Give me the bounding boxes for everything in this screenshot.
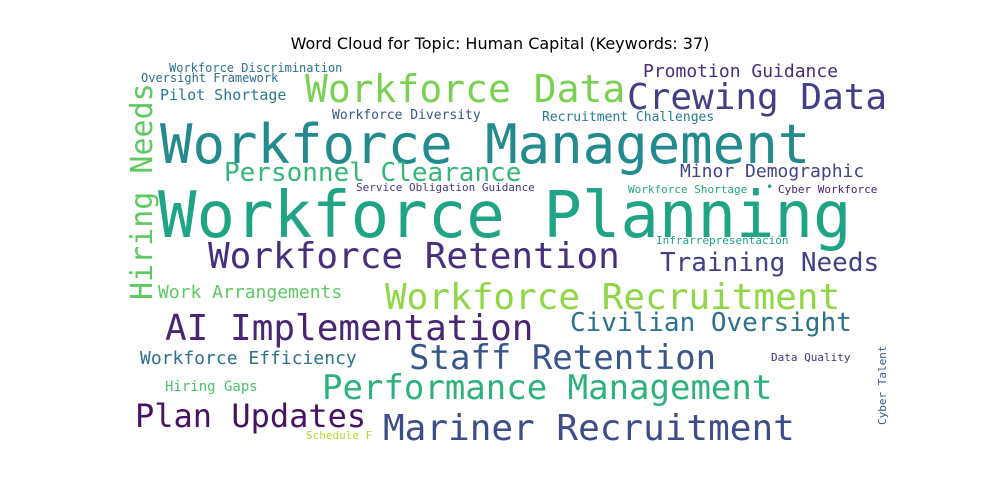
word-recruitment-challenges: Recruitment Challenges	[542, 110, 714, 125]
word-performance-management: Performance Management	[322, 368, 772, 408]
word-training-needs: Training Needs	[660, 248, 879, 278]
word-work-arrangements: Work Arrangements	[158, 282, 342, 303]
word-civilian-oversight: Civilian Oversight	[570, 308, 852, 338]
word-mariner-recruitment: Mariner Recruitment	[383, 408, 795, 449]
word-promotion-guidance: Promotion Guidance	[643, 61, 838, 82]
word-hiring-needs: Hiring Needs	[125, 83, 160, 300]
word-minor-demographic: Minor Demographic	[680, 161, 864, 182]
word-infrarrepresentaci-n: Infrarrepresentación	[656, 234, 788, 247]
word-schedule-f: Schedule F	[306, 429, 372, 442]
word-cyber-talent: Cyber Talent	[876, 346, 889, 425]
word-service-obligation-guidance: Service Obligation Guidance	[356, 181, 535, 194]
word-hiring-gaps: Hiring Gaps	[165, 379, 258, 395]
word-cyber-workforce: Cyber Workforce	[778, 183, 877, 196]
word-pilot-shortage: Pilot Shortage	[160, 86, 286, 104]
word-workforce-data: Workforce Data	[305, 67, 625, 111]
word-workforce-retention: Workforce Retention	[208, 236, 620, 277]
word-dot: •	[766, 180, 773, 194]
word-data-quality: Data Quality	[771, 351, 851, 364]
word-workforce-shortage: Workforce Shortage	[628, 183, 747, 196]
word-workforce-diversity: Workforce Diversity	[332, 108, 481, 123]
word-oversight-framework: Oversight Framework	[141, 71, 279, 85]
word-workforce-efficiency: Workforce Efficiency	[140, 348, 357, 369]
